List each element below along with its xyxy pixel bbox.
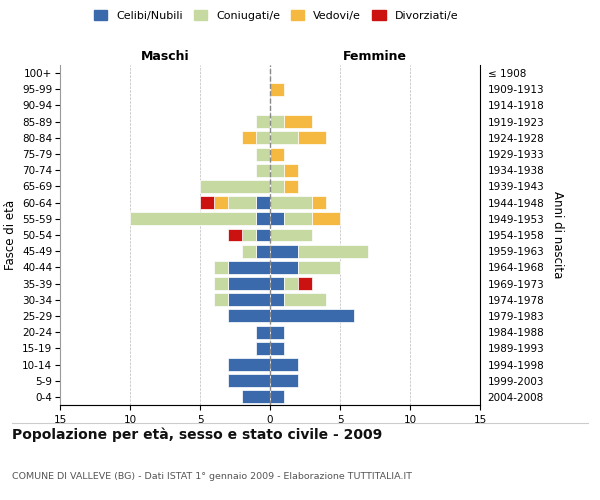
Bar [256, 326, 270, 338]
Bar [270, 294, 284, 306]
Bar [270, 180, 284, 193]
Bar [284, 212, 312, 226]
Bar [256, 132, 270, 144]
Bar [256, 164, 270, 176]
Bar [270, 196, 312, 209]
Bar [312, 212, 340, 226]
Bar [256, 196, 270, 209]
Legend: Celibi/Nubili, Coniugati/e, Vedovi/e, Divorziati/e: Celibi/Nubili, Coniugati/e, Vedovi/e, Di… [89, 6, 463, 25]
Y-axis label: Fasce di età: Fasce di età [4, 200, 17, 270]
Bar [228, 277, 270, 290]
Bar [270, 261, 298, 274]
Bar [214, 261, 228, 274]
Bar [228, 196, 256, 209]
Bar [256, 244, 270, 258]
Bar [242, 390, 270, 404]
Bar [228, 228, 242, 241]
Bar [284, 115, 312, 128]
Bar [270, 326, 284, 338]
Text: Femmine: Femmine [343, 50, 407, 62]
Bar [200, 196, 214, 209]
Bar [228, 358, 270, 371]
Bar [298, 261, 340, 274]
Bar [298, 277, 312, 290]
Bar [270, 83, 284, 96]
Bar [228, 294, 270, 306]
Bar [298, 132, 326, 144]
Text: Popolazione per età, sesso e stato civile - 2009: Popolazione per età, sesso e stato civil… [12, 428, 382, 442]
Y-axis label: Anni di nascita: Anni di nascita [551, 192, 564, 278]
Bar [270, 310, 354, 322]
Bar [256, 342, 270, 355]
Bar [298, 244, 368, 258]
Bar [270, 164, 284, 176]
Bar [284, 180, 298, 193]
Text: Maschi: Maschi [140, 50, 190, 62]
Bar [270, 342, 284, 355]
Bar [256, 228, 270, 241]
Bar [130, 212, 256, 226]
Bar [312, 196, 326, 209]
Bar [242, 244, 256, 258]
Bar [270, 132, 298, 144]
Bar [284, 294, 326, 306]
Bar [270, 390, 284, 404]
Bar [284, 277, 298, 290]
Bar [242, 132, 256, 144]
Bar [214, 277, 228, 290]
Bar [270, 148, 284, 160]
Bar [270, 374, 298, 387]
Bar [256, 212, 270, 226]
Bar [214, 196, 228, 209]
Bar [256, 115, 270, 128]
Bar [214, 294, 228, 306]
Bar [270, 228, 312, 241]
Bar [200, 180, 270, 193]
Bar [284, 164, 298, 176]
Bar [228, 374, 270, 387]
Bar [242, 228, 256, 241]
Bar [270, 115, 284, 128]
Text: COMUNE DI VALLEVE (BG) - Dati ISTAT 1° gennaio 2009 - Elaborazione TUTTITALIA.IT: COMUNE DI VALLEVE (BG) - Dati ISTAT 1° g… [12, 472, 412, 481]
Bar [270, 277, 284, 290]
Bar [228, 261, 270, 274]
Bar [270, 212, 284, 226]
Bar [228, 310, 270, 322]
Bar [270, 244, 298, 258]
Bar [256, 148, 270, 160]
Bar [270, 358, 298, 371]
